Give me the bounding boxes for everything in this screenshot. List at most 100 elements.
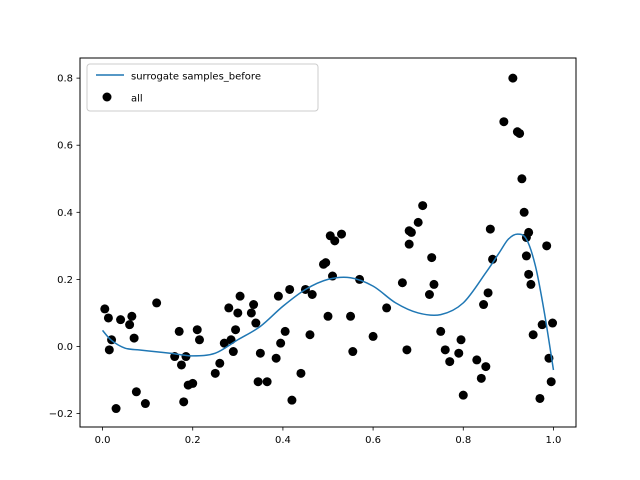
x-axis: 0.0 0.2 0.4 0.6 0.8 1.0 [95,427,562,446]
scatter-point [224,303,234,313]
scatter-point [152,298,162,308]
scatter-point [458,390,468,400]
scatter-point [131,387,141,397]
scatter-point [253,377,263,387]
scatter-point [445,357,455,367]
scatter-point [542,241,552,251]
scatter-point [249,300,259,310]
scatter-point [485,224,495,234]
scatter-point [397,278,407,288]
scatter-point [129,333,139,343]
scatter-point [337,229,347,239]
scatter-point [499,117,509,127]
scatter-point [436,326,446,336]
scatter-point [548,318,558,328]
scatter-point [192,325,202,335]
legend-box [86,63,319,112]
plot-area [100,73,558,414]
scatter-point [235,291,245,301]
scatter-point [440,345,450,355]
scatter-point [488,254,498,264]
scatter-point [323,311,333,321]
scatter-point [140,399,150,409]
scatter-point [481,362,491,372]
scatter-point [305,330,315,340]
y-tick-label: 0.4 [57,208,73,219]
axes-frame [79,57,577,428]
scatter-point [483,288,493,298]
scatter-point [515,128,525,138]
scatter-point [508,73,518,83]
scatter-point [454,348,464,358]
scatter-point [210,368,220,378]
scatter-point [215,358,225,368]
scatter-point [321,258,331,268]
scatter-point [111,404,121,414]
scatter-point [255,348,265,358]
x-tick-label: 1.0 [546,435,562,446]
y-tick-label: 0.2 [57,275,73,286]
scatter-point [246,308,256,318]
scatter-point [280,326,290,336]
scatter-point [528,330,538,340]
scatter-point [517,174,527,184]
scatter-point [546,377,556,387]
scatter-point [521,251,531,261]
scatter-point [368,331,378,341]
scatter-point [348,347,358,357]
scatter-point [271,353,281,363]
y-tick-label: −0.2 [49,409,73,420]
surrogate-line [101,233,555,371]
legend-marker-swatch [102,92,112,102]
scatter-point [188,378,198,388]
scatter-point [287,395,297,405]
scatter-point [404,239,414,249]
y-tick-label: 0.0 [57,342,73,353]
scatter-point [116,315,126,325]
scatter-point [330,236,340,246]
scatter-point [524,227,534,237]
x-tick-label: 0.2 [185,435,201,446]
scatter-point [537,320,547,330]
scatter-point [424,289,434,299]
scatter-point [296,368,306,378]
scatter-point [427,253,437,263]
x-tick-label: 0.4 [275,435,291,446]
scatter-point [262,377,272,387]
scatter-point [100,304,110,314]
x-tick-label: 0.6 [365,435,381,446]
legend-label-line: surrogate samples_before [131,72,261,83]
scatter-point [125,320,135,330]
y-tick-label: 0.8 [57,74,73,85]
scatter-point [179,397,189,407]
scatter-point [413,217,423,227]
x-tick-label: 0.0 [95,435,111,446]
x-tick-label: 0.8 [455,435,471,446]
scatter-point [476,373,486,383]
scatter-point [285,284,295,294]
scatter-point [472,355,482,365]
scatter-point [194,335,204,345]
y-axis: −0.2 0.0 0.2 0.4 0.6 0.8 [49,74,80,420]
scatter-point [526,279,536,289]
scatter-point [251,318,261,328]
legend-label-scatter: all [131,94,143,105]
scatter-point [524,269,534,279]
scatter-point [418,201,428,211]
scatter-point [176,360,186,370]
scatter-point [519,207,529,217]
scatter-point [127,311,137,321]
scatter-point [404,226,414,236]
legend: surrogate samples_before all [86,63,319,112]
scatter-point [535,393,545,403]
scatter-point [346,311,356,321]
scatter-point [233,308,243,318]
scatter-point [382,303,392,313]
scatter-point [276,338,286,348]
scatter-point [174,326,184,336]
scatter-point [479,300,489,310]
scatter-point [219,338,229,348]
scatter-point [273,291,283,301]
scatter-point [104,345,114,355]
